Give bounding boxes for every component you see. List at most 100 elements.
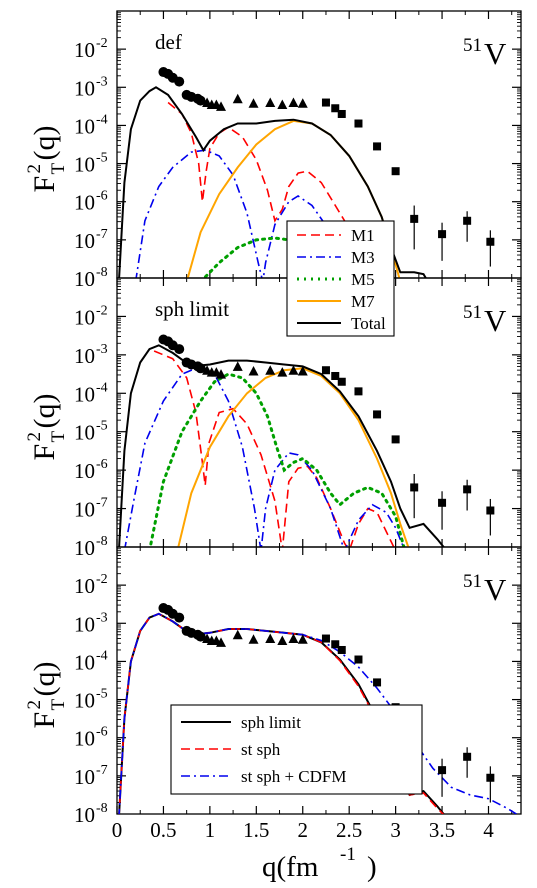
y-tick-base: 10 <box>74 689 95 713</box>
data-point-square <box>410 483 419 492</box>
y-tick-base: 10 <box>74 382 95 406</box>
y-tick-label: 10 -4 <box>74 380 108 406</box>
data-point-triangle <box>265 97 276 108</box>
y-label-sup: 2 <box>24 164 45 174</box>
y-tick-label: 10 -7 <box>74 496 108 522</box>
y-tick-label: 10 -7 <box>74 227 108 253</box>
y-tick-base: 10 <box>74 229 95 253</box>
y-label-tail: (q) <box>28 662 61 697</box>
series-group <box>118 344 445 547</box>
data-point-square <box>373 410 382 419</box>
legend-label: st sph + CDFM <box>241 767 346 786</box>
y-tick-base: 10 <box>74 727 95 751</box>
data-point-triangle <box>232 361 243 371</box>
data-point-square <box>463 216 472 225</box>
y-tick-exp: -8 <box>96 265 108 280</box>
experimental-data <box>158 334 495 536</box>
legend-label: M3 <box>351 248 375 267</box>
x-tick-label: 3 <box>390 818 401 842</box>
series-m5 <box>148 372 406 547</box>
data-point-square <box>463 485 472 494</box>
y-tick-label: 10 -3 <box>74 610 108 636</box>
data-point-triangle <box>288 97 299 108</box>
data-point-triangle <box>297 98 308 108</box>
data-point-triangle <box>297 634 308 644</box>
data-point-triangle <box>232 629 243 640</box>
y-tick-label: 10 -3 <box>74 74 108 100</box>
y-tick-label: 10 -8 <box>74 265 108 291</box>
y-label-sub: T <box>48 431 69 443</box>
nucleus-symbol: V <box>484 572 507 607</box>
data-point-square <box>337 109 346 118</box>
y-tick-label: 10 -6 <box>74 189 108 215</box>
data-point-square <box>337 377 346 386</box>
data-point-square <box>321 98 330 107</box>
y-tick-exp: -3 <box>96 342 108 357</box>
y-label-main: F <box>28 444 61 461</box>
data-point-square <box>354 655 363 664</box>
nucleus-symbol: V <box>484 36 507 71</box>
y-tick-base: 10 <box>74 803 95 827</box>
y-tick-base: 10 <box>74 574 95 598</box>
x-tick-label: 2 <box>297 818 308 842</box>
y-tick-exp: -8 <box>96 534 108 549</box>
y-tick-exp: -5 <box>96 687 108 702</box>
data-point-triangle <box>297 365 308 376</box>
data-point-square <box>331 104 340 113</box>
y-tick-label: 10 -2 <box>74 36 108 62</box>
y-tick-base: 10 <box>74 38 95 62</box>
y-tick-base: 10 <box>74 267 95 291</box>
data-point-triangle <box>277 635 288 645</box>
data-point-circle <box>195 363 206 374</box>
legend-label: sph limit <box>241 713 301 732</box>
y-label-sup: 2 <box>24 700 45 710</box>
y-tick-base: 10 <box>74 459 95 483</box>
data-point-square <box>331 371 340 380</box>
y-label-sub: T <box>48 163 69 175</box>
data-point-square <box>373 678 382 687</box>
x-tick-label: 4 <box>483 818 494 842</box>
y-tick-label: 10 -2 <box>74 572 108 598</box>
data-point-square <box>321 366 330 375</box>
y-label-main: F <box>28 712 61 729</box>
nucleus-symbol: V <box>484 303 507 338</box>
data-point-triangle <box>232 93 243 104</box>
legend-models: sph limit st sph st sph + CDFM <box>170 704 423 795</box>
experimental-data <box>158 67 495 267</box>
nucleus-mass: 51 <box>463 571 482 592</box>
y-tick-exp: -2 <box>96 303 108 318</box>
y-axis-label: FT2 (q) <box>24 126 69 193</box>
y-tick-label: 10 -8 <box>74 534 108 560</box>
data-point-triangle <box>265 633 276 644</box>
x-tick-label: 2.5 <box>336 818 362 842</box>
y-tick-exp: -4 <box>96 112 108 127</box>
y-tick-exp: -5 <box>96 419 108 434</box>
y-label-tail: (q) <box>28 126 61 161</box>
x-label-sup: -1 <box>340 844 356 865</box>
data-point-circle <box>174 76 185 87</box>
data-point-square <box>410 214 419 223</box>
y-tick-base: 10 <box>74 765 95 789</box>
y-label-sup: 2 <box>24 432 45 442</box>
series-m1 <box>167 101 366 278</box>
y-tick-exp: -7 <box>96 763 108 778</box>
x-tick-label: 3.5 <box>429 818 455 842</box>
y-tick-base: 10 <box>74 536 95 560</box>
y-tick-label: 10 -5 <box>74 419 108 445</box>
x-tick-label: 0 <box>112 818 123 842</box>
y-tick-base: 10 <box>74 153 95 177</box>
data-point-square <box>331 640 340 649</box>
data-point-square <box>373 142 382 151</box>
data-point-circle <box>174 612 185 623</box>
y-tick-base: 10 <box>74 191 95 215</box>
nucleus-mass: 51 <box>463 35 482 56</box>
y-tick-label: 10 -5 <box>74 687 108 713</box>
data-point-square <box>438 230 447 239</box>
nucleus-label: 51 V <box>463 571 507 607</box>
data-point-square <box>438 766 447 775</box>
y-axis-label: FT2 (q) <box>24 394 69 461</box>
y-tick-label: 10 -6 <box>74 457 108 483</box>
y-tick-base: 10 <box>74 612 95 636</box>
series-m3 <box>135 149 354 278</box>
